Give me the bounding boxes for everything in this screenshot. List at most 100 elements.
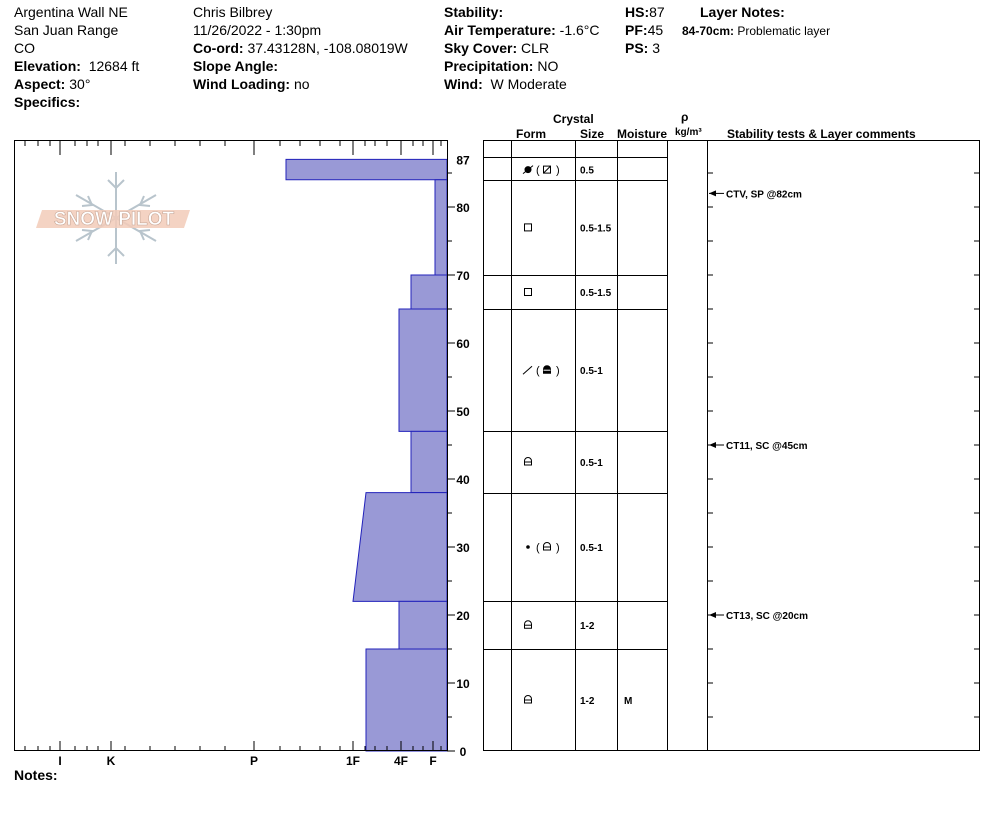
wind-loading-label: Wind Loading:: [193, 76, 291, 92]
hs: HS:87: [625, 3, 665, 21]
depth-axis: 0 10 20 30 40 50 60 70 80 87: [447, 141, 470, 759]
layer-table-grid: [484, 141, 980, 751]
layer-size: 0.5-1: [580, 543, 603, 554]
size-header: Size: [580, 127, 605, 141]
depth-tick-label: 40: [456, 473, 470, 487]
rounded-depth-hoar-icon: (): [526, 542, 560, 554]
layer-note-text: Problematic layer: [737, 24, 831, 38]
aspect: Aspect: 30°: [14, 75, 90, 93]
depth-tick-label: 20: [456, 609, 470, 623]
layer-notes-label: Layer Notes:: [700, 4, 785, 20]
hardness-tick-label: 1F: [346, 754, 360, 768]
aspect-value: 30°: [69, 76, 91, 92]
depth-hoar-icon: [524, 695, 532, 704]
layer-size: 0.5: [580, 166, 594, 177]
hardness-layer: [285, 158, 448, 181]
air-temp-label: Air Temperature:: [444, 22, 556, 38]
layer-size: 1-2: [580, 621, 595, 632]
wind-loading: Wind Loading: no: [193, 75, 310, 93]
hardness-tick-label: I: [58, 754, 61, 768]
hardness-layer: [398, 600, 448, 650]
depth-tick-label: 0: [460, 745, 467, 759]
elevation-value: 12684 ft: [88, 58, 140, 74]
svg-text:(: (: [536, 165, 540, 177]
layer-table-cells: () 0.5 0.5-1.5 0.5-1.5 () 0.5-1 0.5-1 () 0.5-1 1-…: [522, 165, 632, 707]
wind-label: Wind:: [444, 76, 483, 92]
sky-label: Sky Cover:: [444, 40, 518, 56]
sky-value: CLR: [521, 40, 550, 56]
hs-value: 87: [649, 4, 665, 20]
decomposing-fragmented-depth-hoar-icon: (): [522, 365, 560, 377]
notes-label: Notes:: [14, 767, 58, 783]
stability: Stability:: [444, 3, 507, 21]
observer-name: Chris Bilbrey: [193, 4, 273, 20]
depth-tick-label: 80: [456, 201, 470, 215]
wind-loading-value: no: [293, 76, 310, 92]
layer-size: 0.5-1.5: [580, 223, 612, 234]
pf: PF:45: [625, 21, 663, 39]
slope-label: Slope Angle:: [193, 58, 279, 74]
svg-text:(: (: [536, 542, 540, 554]
test-label: CT13, SC @20cm: [726, 611, 808, 622]
depth-tick-label: 87: [456, 153, 470, 167]
test-arrowhead: [709, 190, 716, 197]
stability-label: Stability:: [444, 4, 504, 20]
coord-label: Co-ord:: [193, 40, 244, 56]
layer-note-range: 84-70cm:: [682, 24, 735, 38]
hardness-profile: [285, 158, 448, 752]
location-name: Argentina Wall NE: [14, 4, 128, 20]
hardness-layer: [352, 492, 448, 602]
logo-text: SNOW PILOT: [54, 209, 175, 230]
test-arrowhead: [709, 442, 716, 448]
hardness-tick-label: P: [250, 754, 258, 768]
precip-label: Precipitation:: [444, 58, 534, 74]
mountain-range: San Juan Range: [14, 22, 119, 38]
graupel-faceted-rounded-icon: (): [522, 165, 560, 177]
depth-hoar-icon: [524, 620, 532, 629]
hardness-tick-label: F: [429, 754, 436, 768]
faceted-crystal-icon: [524, 223, 532, 232]
test-label: CT11, SC @45cm: [726, 441, 808, 452]
wind: Wind: W Moderate: [444, 75, 567, 93]
form-header: Form: [516, 127, 546, 141]
crystal-header: Crystal: [553, 112, 594, 126]
coordinates: Co-ord: 37.43128N, -108.08019W: [193, 39, 408, 57]
sky-cover: Sky Cover: CLR: [444, 39, 549, 57]
faceted-crystal-icon: [524, 288, 532, 296]
stability-tests-header: Stability tests & Layer comments: [727, 127, 916, 141]
svg-text:): ): [556, 365, 560, 377]
depth-tick-label: 60: [456, 337, 470, 351]
layer-size: 0.5-1: [580, 458, 603, 469]
hardness-layer: [365, 648, 448, 752]
precip-value: NO: [537, 58, 559, 74]
depth-tick-label: 10: [456, 677, 470, 691]
coord-value: 37.43128N, -108.08019W: [247, 40, 408, 56]
hardness-axis: I K P 1F 4F F: [24, 141, 442, 768]
air-temp-value: -1.6°C: [559, 22, 600, 38]
depth-tick-label: 70: [456, 269, 470, 283]
svg-text:): ): [556, 165, 560, 177]
snowpilot-logo: SNOW PILOT: [36, 172, 190, 264]
observation-datetime: 11/26/2022 - 1:30pm: [193, 22, 322, 38]
svg-text:): ): [556, 542, 560, 554]
test-arrowhead: [709, 612, 716, 618]
depth-tick-label: 30: [456, 541, 470, 555]
test-label: CTV, SP @82cm: [726, 189, 802, 200]
stability-tests: CTV, SP @82cm CT11, SC @45cm CT13, SC @20c…: [709, 189, 808, 622]
state: CO: [14, 40, 35, 56]
depth-hoar-icon: [524, 457, 532, 466]
hardness-layer: [410, 274, 448, 310]
hardness-tick-label: K: [107, 754, 116, 768]
moisture-header: Moisture: [617, 127, 668, 141]
layer-moisture: M: [624, 696, 632, 707]
hardness-layer: [434, 179, 448, 276]
hs-label: HS:: [625, 4, 650, 20]
wind-value: W Moderate: [490, 76, 567, 92]
hardness-layer: [410, 430, 448, 494]
slope-angle: Slope Angle:: [193, 57, 282, 75]
svg-text:(: (: [536, 365, 540, 377]
ps: PS: 3: [625, 39, 660, 57]
specifics-label: Specifics:: [14, 94, 81, 110]
density-header: kg/m³: [675, 127, 702, 138]
